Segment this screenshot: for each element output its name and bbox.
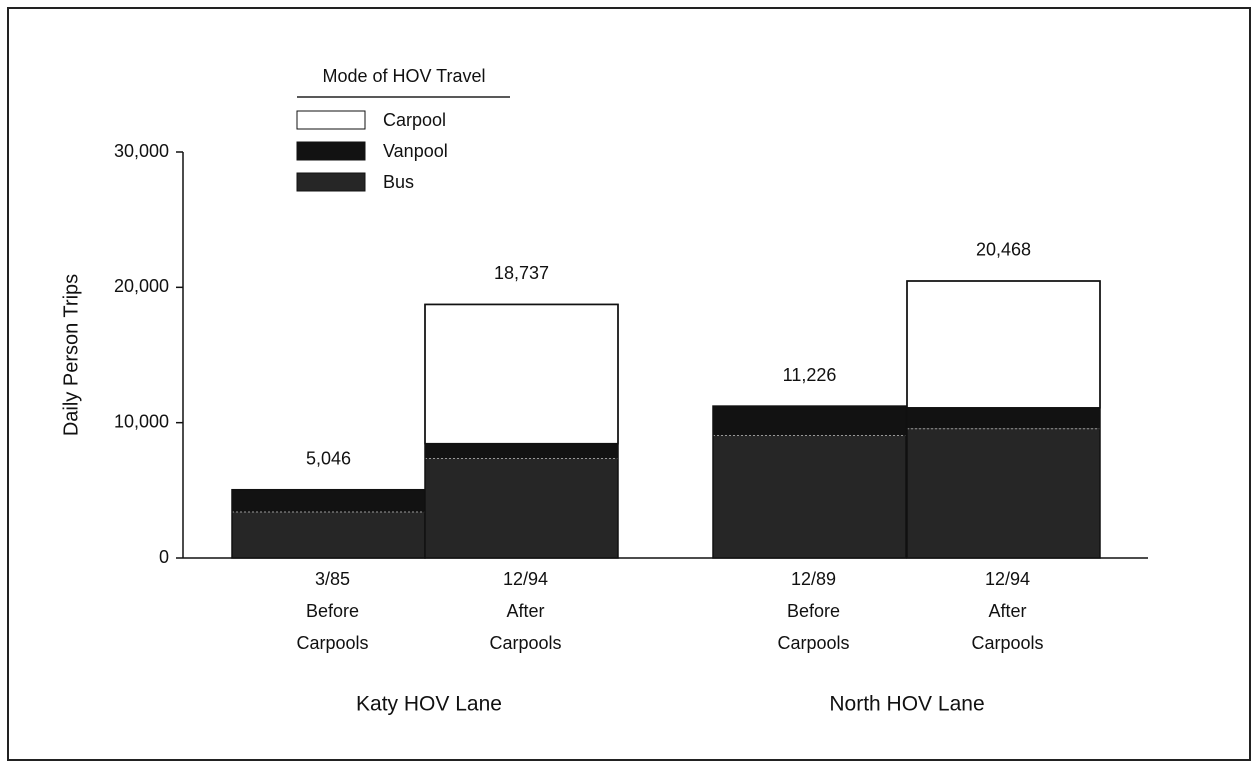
y-tick-label: 30,000 [114, 141, 169, 161]
total-label: 5,046 [306, 448, 351, 468]
legend-label: Carpool [383, 110, 446, 130]
x-tick-label: Before [306, 601, 359, 621]
y-tick-label: 0 [159, 547, 169, 567]
legend-swatch [296, 141, 366, 161]
x-tick-label: 12/94 [503, 569, 548, 589]
x-tick-label: After [506, 601, 544, 621]
x-tick-label: 3/85 [315, 569, 350, 589]
frame [7, 7, 1251, 761]
bar-segment [232, 489, 425, 512]
x-tick-label: Carpools [296, 633, 368, 653]
x-tick-label: 12/94 [985, 569, 1030, 589]
bar-segment [425, 458, 618, 558]
bar-outline [712, 405, 907, 559]
bar-segment [713, 435, 906, 558]
bar-outline [424, 303, 619, 559]
x-tick-label: Carpools [777, 633, 849, 653]
legend-swatch [296, 110, 366, 130]
bar-segment [232, 511, 425, 558]
x-tick-label: Before [787, 601, 840, 621]
legend-label: Vanpool [383, 141, 448, 161]
bar-segment [425, 443, 618, 459]
total-label: 20,468 [976, 240, 1031, 260]
legend-label: Bus [383, 172, 414, 192]
x-tick-label: After [988, 601, 1026, 621]
group-label: North HOV Lane [829, 693, 984, 716]
bar-segment [906, 280, 1101, 409]
bar-segment [713, 406, 906, 436]
y-tick-label: 20,000 [114, 276, 169, 296]
y-tick-label: 10,000 [114, 411, 169, 431]
group-label: Katy HOV Lane [356, 693, 502, 716]
total-label: 11,226 [783, 365, 837, 385]
bar-segment [907, 407, 1100, 429]
x-tick-label: 12/89 [791, 569, 836, 589]
y-axis-label: Daily Person Trips [60, 274, 82, 436]
bar-outline [906, 280, 1101, 559]
bar-segment [907, 428, 1100, 558]
bar-segment [424, 303, 619, 445]
x-tick-label: Carpools [971, 633, 1043, 653]
legend-title: Mode of HOV Travel [322, 66, 485, 86]
x-tick-label: Carpools [489, 633, 561, 653]
legend-swatch [296, 172, 366, 192]
total-label: 18,737 [494, 263, 549, 283]
